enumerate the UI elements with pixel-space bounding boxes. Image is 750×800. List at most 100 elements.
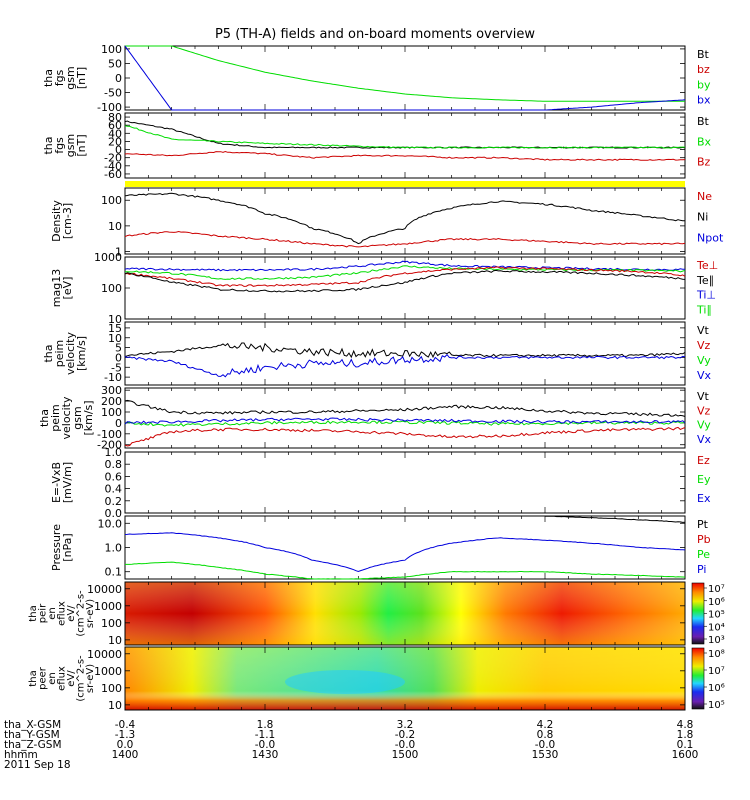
y-axis-label: gsm [71, 406, 84, 429]
y-tick-label: 80 [108, 111, 122, 124]
footer-value: -1.3 [115, 729, 136, 741]
y-axis-label: fgs [53, 69, 66, 86]
y-axis-label: E=-VxB [50, 462, 63, 503]
y-tick-label: 0.0 [105, 507, 123, 520]
y-tick-label: 10 [108, 634, 122, 647]
footer-value: 1.8 [257, 719, 274, 731]
y-axis-label: velocity [64, 332, 77, 375]
colorbar-tick: 10⁷ [708, 666, 725, 677]
series-pressure-Pe [125, 561, 686, 580]
y-axis-label: Density [50, 200, 63, 242]
y-tick-label: 0.4 [105, 483, 123, 496]
footer-value: -0.0 [255, 739, 276, 751]
series-density-Ne [124, 230, 686, 248]
footer-value: -0.2 [395, 729, 416, 741]
panel-frame [124, 515, 686, 580]
y-axis-label: eV/ [66, 605, 77, 622]
colorbar-tick: 10³ [708, 635, 725, 646]
y-tick-label: 60 [108, 119, 122, 132]
series-temperature-Te∥ [124, 269, 686, 293]
y-axis-label: fgs [53, 137, 66, 154]
legend-fgs_gsm: bz [697, 63, 710, 76]
footer-value: 1600 [672, 749, 699, 761]
panel-temperature: 1000 100 10 mag13[eV] Te⊥ Te∥ Ti⊥Ti∥ [50, 251, 718, 326]
footer-row-label: tha_Z-GSM [4, 739, 62, 751]
y-tick-label: 0.6 [105, 470, 123, 483]
y-tick-label: 0.2 [105, 495, 123, 508]
series-pressure-Pi [124, 532, 686, 573]
y-axis-label: gsm [64, 66, 77, 89]
footer-value: 4.8 [677, 719, 694, 731]
y-axis-label: [nPa] [61, 533, 74, 561]
y-tick-label: 10.0 [98, 517, 123, 530]
footer-value: 1.8 [677, 729, 694, 741]
footer-row-label: hhmm [4, 749, 38, 761]
y-tick-label: 10 [108, 332, 122, 345]
y-axis-label: gsm [64, 134, 77, 157]
y-axis-label: Pressure [50, 524, 63, 571]
y-tick-label: 1000 [94, 600, 122, 613]
y-axis-label: (cm^2-s- [76, 590, 87, 637]
legend-pressure: Pb [697, 533, 711, 546]
spectrogram-shade-peir_spec [125, 582, 685, 645]
y-axis-label: [nT] [75, 134, 88, 156]
panel-peer_spec: 10⁸ 10⁷ 10⁶ 10⁵ 10000 1000 100 10 thapeereneflux… [28, 646, 725, 712]
y-axis-label: tha [42, 136, 55, 154]
y-tick-label: -200 [97, 439, 122, 452]
series-fgs_gse_zoom-Bx [124, 125, 685, 149]
y-axis-label: peer [38, 666, 49, 690]
footer-value: 0.0 [117, 739, 134, 751]
y-tick-label: 200 [101, 395, 122, 408]
panel-frame [124, 387, 686, 449]
panel-frame [124, 451, 686, 514]
colorbar-tick: 10⁶ [708, 683, 725, 694]
legend-velocity_gsm: Vz [697, 404, 711, 417]
footer-value: -0.4 [115, 719, 136, 731]
y-tick-label: 10 [108, 313, 122, 326]
y-tick-label: 0.1 [105, 566, 123, 579]
y-tick-label: -10 [104, 371, 122, 384]
legend-temperature: Ti⊥ [696, 289, 716, 302]
y-axis-label: sr-eV) [85, 599, 96, 628]
y-tick-label: 40 [108, 127, 122, 140]
y-tick-label: 100 [101, 406, 122, 419]
legend-fgs_gsm: by [697, 78, 711, 91]
footer-value: 1430 [252, 749, 279, 761]
series-pressure-Pt [544, 515, 686, 523]
series-fgs_gse_zoom-Bz [124, 150, 686, 161]
footer-row-label: tha_Y-GSM [4, 729, 60, 741]
legend-temperature: Ti∥ [696, 303, 712, 316]
legend-velocity_gsm: Vt [697, 390, 710, 403]
y-axis-label: en [47, 607, 58, 620]
colorbar-tick: 10⁷ [708, 584, 725, 595]
legend-velocity_gsm: Vx [697, 433, 712, 446]
series-velocity_dsl-Vx [124, 353, 686, 378]
y-tick-label: 50 [108, 57, 122, 70]
legend-velocity_dsl: Vy [697, 354, 711, 367]
y-tick-label: 100 [101, 194, 122, 207]
y-tick-label: 100 [101, 282, 122, 295]
series-temperature-Te⊥ [124, 266, 686, 287]
y-tick-label: 10 [108, 220, 122, 233]
spectrogram-core-peer [285, 670, 405, 694]
legend-velocity_dsl: Vx [697, 369, 712, 382]
legend-fgs_gse_zoom: Bt [697, 115, 710, 128]
y-tick-label: 100 [101, 617, 122, 630]
footer-row-label: tha_X-GSM [4, 719, 61, 731]
panel-density: 100 10 1 Density[cm-3] Ne Ni Npot [50, 187, 724, 259]
legend-density: Ne [697, 190, 712, 203]
colorbar-tick: 10⁸ [708, 649, 725, 660]
y-tick-label: 1 [115, 246, 122, 259]
legend-temperature: Te⊥ [696, 259, 718, 272]
series-temperature-Ti∥ [125, 265, 686, 280]
legend-efield: Ey [697, 473, 711, 486]
y-tick-label: 300 [101, 384, 122, 397]
y-axis-label: [nT] [75, 67, 88, 89]
colorbar-peir_spec [691, 582, 705, 645]
legend-fgs_gse_zoom: Bx [697, 135, 712, 148]
legend-temperature: Te∥ [696, 274, 714, 287]
